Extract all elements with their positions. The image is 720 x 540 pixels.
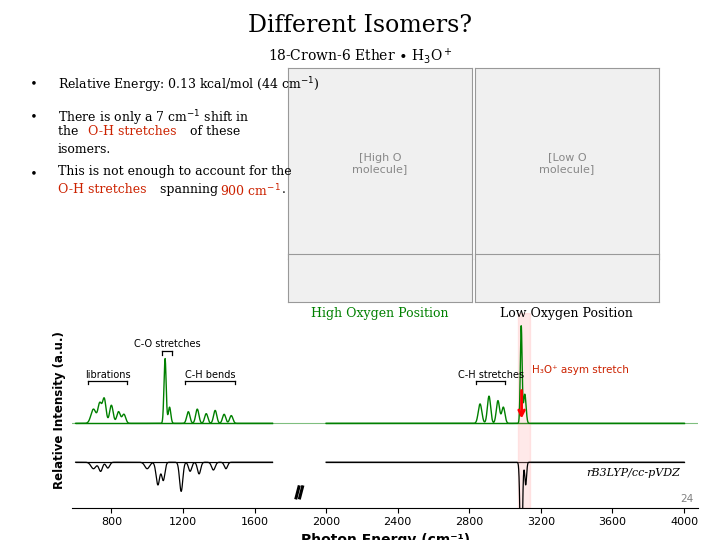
Text: C-O stretches: C-O stretches xyxy=(134,340,201,349)
Text: O-H stretches: O-H stretches xyxy=(58,183,146,195)
Text: the: the xyxy=(58,125,82,138)
Text: [High O
molecule]: [High O molecule] xyxy=(352,152,408,174)
Text: C-H bends: C-H bends xyxy=(184,370,235,380)
Text: of these: of these xyxy=(186,125,240,138)
Y-axis label: Relative Intensity (a.u.): Relative Intensity (a.u.) xyxy=(53,332,66,489)
Bar xyxy=(518,313,530,508)
Text: spanning: spanning xyxy=(156,183,222,195)
Text: O-H stretches: O-H stretches xyxy=(88,125,176,138)
Text: isomers.: isomers. xyxy=(58,143,111,156)
Text: [Low O
molecule]: [Low O molecule] xyxy=(539,152,595,174)
Text: rB3LYP/cc-pVDZ: rB3LYP/cc-pVDZ xyxy=(587,468,680,478)
Text: librations: librations xyxy=(85,370,130,380)
Text: Low Oxygen Position: Low Oxygen Position xyxy=(500,307,633,320)
Text: C-H stretches: C-H stretches xyxy=(458,370,524,380)
Text: 24: 24 xyxy=(680,494,693,504)
Text: 18-Crown-6 Ether $\bullet$ H$_3$O$^+$: 18-Crown-6 Ether $\bullet$ H$_3$O$^+$ xyxy=(268,46,452,65)
Text: $\bullet$: $\bullet$ xyxy=(29,76,37,89)
Text: Relative Energy: 0.13 kcal/mol (44 cm$^{-1}$): Relative Energy: 0.13 kcal/mol (44 cm$^{… xyxy=(58,76,320,95)
Text: This is not enough to account for the: This is not enough to account for the xyxy=(58,165,291,178)
X-axis label: Photon Energy (cm⁻¹): Photon Energy (cm⁻¹) xyxy=(301,533,469,540)
Text: High Oxygen Position: High Oxygen Position xyxy=(311,307,448,320)
Text: 900 cm$^{-1}$: 900 cm$^{-1}$ xyxy=(220,183,281,199)
Text: .: . xyxy=(282,183,286,195)
Text: H₃O⁺ asym stretch: H₃O⁺ asym stretch xyxy=(532,364,629,375)
Text: $\bullet$: $\bullet$ xyxy=(29,108,37,121)
Text: $\bullet$: $\bullet$ xyxy=(29,165,37,178)
Text: Different Isomers?: Different Isomers? xyxy=(248,14,472,37)
Text: There is only a 7 cm$^{-1}$ shift in: There is only a 7 cm$^{-1}$ shift in xyxy=(58,108,249,127)
